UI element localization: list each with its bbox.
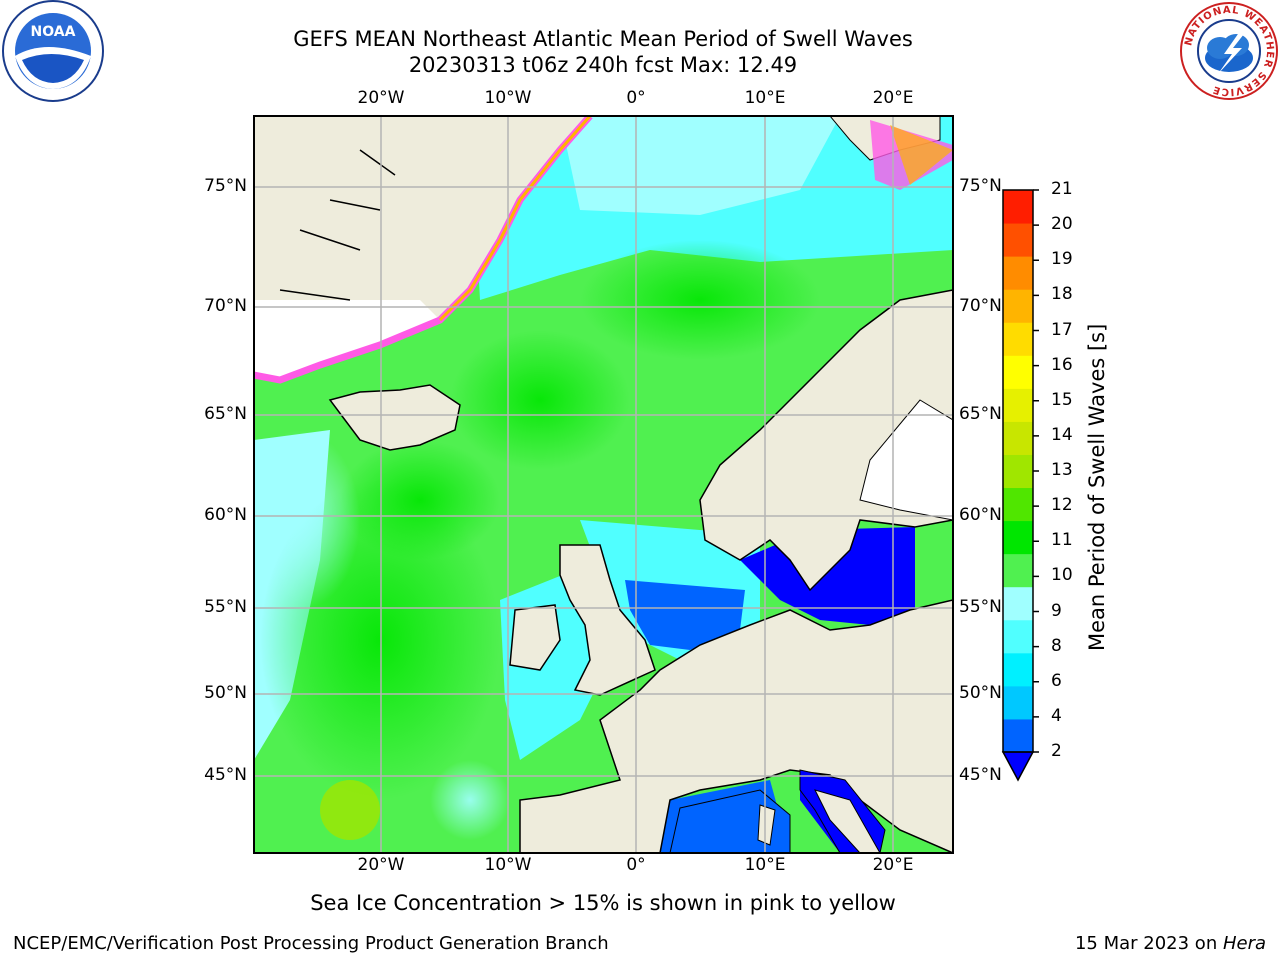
italy: [814, 789, 881, 853]
colorbar-tick-label: 16: [1051, 354, 1073, 375]
latitude-label-left: 50°N: [204, 683, 247, 703]
greenland-ice: [254, 300, 440, 380]
map-subtitle-forecast: 20230313 t06z 240h fcst Max: 12.49: [408, 53, 798, 77]
longitude-label-top: 20°E: [872, 88, 914, 108]
nws-logo: NATIONAL WEATHER SERVICE: [1180, 2, 1278, 100]
gulf-of-bothnia: [859, 399, 953, 521]
colorbar-segment: [1003, 586, 1033, 621]
longitude-label-top: 20°W: [357, 88, 405, 108]
colorbar-tick-label: 8: [1051, 635, 1062, 656]
colorbar-tick-label: 9: [1051, 600, 1062, 621]
scandinavia: [699, 289, 953, 592]
colorbar-segment: [1003, 190, 1033, 224]
longitude-label-bottom: 10°W: [484, 855, 532, 875]
iceland: [328, 384, 461, 451]
colorbar-segment: [1003, 553, 1033, 588]
latitude-label-left: 60°N: [204, 505, 247, 525]
colorbar-segment: [1003, 520, 1033, 555]
map-title: GEFS MEAN Northeast Atlantic Mean Period…: [293, 27, 913, 51]
north-sea-blue: [625, 580, 745, 650]
colorbar-segment: [1003, 289, 1033, 323]
colorbar-segment: [1003, 487, 1033, 522]
colorbar-tick-label: 13: [1051, 460, 1073, 480]
latitude-label-left: 55°N: [204, 597, 247, 617]
footer-credit: NCEP/EMC/Verification Post Processing Pr…: [13, 933, 609, 954]
colorbar-tick-label: 19: [1051, 249, 1073, 270]
svg-text:NOAA: NOAA: [31, 24, 76, 40]
colorbar-tick-label: 10: [1051, 565, 1073, 586]
latitude-label-left: 70°N: [204, 296, 247, 316]
colorbar-segment: [1003, 355, 1033, 389]
colorbar-tick-label: 6: [1051, 670, 1062, 691]
colorbar-segment: [1003, 223, 1033, 257]
latitude-label-right: 55°N: [959, 597, 1002, 617]
colorbar-tick-label: 2: [1051, 741, 1062, 761]
longitude-label-top: 10°E: [744, 88, 786, 108]
longitude-label-bottom: 0°: [626, 855, 646, 875]
colorbar-tick-label: 20: [1051, 214, 1073, 235]
latitude-label-right: 60°N: [959, 505, 1002, 525]
colorbar-segment: [1003, 388, 1033, 422]
colorbar-tick-label: 14: [1051, 424, 1073, 445]
footer-host: Hera: [1222, 933, 1266, 954]
ireland: [509, 604, 561, 671]
colorbar: [1001, 189, 1039, 782]
colorbar-segment: [1003, 421, 1033, 455]
colorbar-tick-label: 12: [1051, 495, 1073, 516]
colorbar-tick-label: 17: [1051, 319, 1073, 340]
latitude-label-right: 50°N: [959, 683, 1002, 703]
colorbar-label: Mean Period of Swell Waves [s]: [1085, 323, 1109, 651]
great-britain: [559, 544, 656, 696]
lightcyan-ocean-north: [560, 116, 840, 215]
colorbar-tick-label: 18: [1051, 284, 1073, 305]
colorbar-segment: [1003, 454, 1033, 489]
latitude-label-left: 65°N: [204, 404, 247, 424]
colorbar-segment: [1003, 322, 1033, 356]
footer-date: 15 Mar 2023 on Hera: [1075, 933, 1266, 954]
noaa-logo: NOAA: [2, 0, 104, 102]
sea-ice-note: Sea Ice Concentration > 15% is shown in …: [310, 891, 896, 915]
longitude-label-bottom: 20°E: [872, 855, 914, 875]
latitude-label-left: 45°N: [204, 765, 247, 785]
colorbar-tick-label: 15: [1051, 389, 1073, 410]
colorbar-tick-label: 11: [1051, 530, 1073, 551]
colorbar-tick-label: 21: [1051, 179, 1073, 199]
map-frame: [253, 115, 954, 854]
colorbar-segment: [1003, 619, 1033, 654]
footer-date-text: 15 Mar 2023 on: [1074, 933, 1223, 954]
colorbar-segment: [1003, 685, 1033, 720]
colorbar-segment: [1003, 718, 1033, 753]
longitude-label-bottom: 20°W: [357, 855, 405, 875]
colorbar-tick-label: 4: [1051, 705, 1062, 726]
colorbar-under-triangle: [1001, 751, 1035, 782]
longitude-label-top: 0°: [626, 88, 646, 108]
latitude-label-right: 70°N: [959, 296, 1002, 316]
corsica-sardinia: [757, 804, 776, 846]
longitude-label-bottom: 10°E: [744, 855, 786, 875]
longitude-label-top: 10°W: [484, 88, 532, 108]
latitude-label-right: 75°N: [959, 176, 1002, 196]
colorbar-segment: [1003, 256, 1033, 290]
colorbar-segment: [1003, 652, 1033, 687]
latitude-label-left: 75°N: [204, 176, 247, 196]
latitude-label-right: 65°N: [959, 404, 1002, 424]
latitude-label-right: 45°N: [959, 765, 1002, 785]
